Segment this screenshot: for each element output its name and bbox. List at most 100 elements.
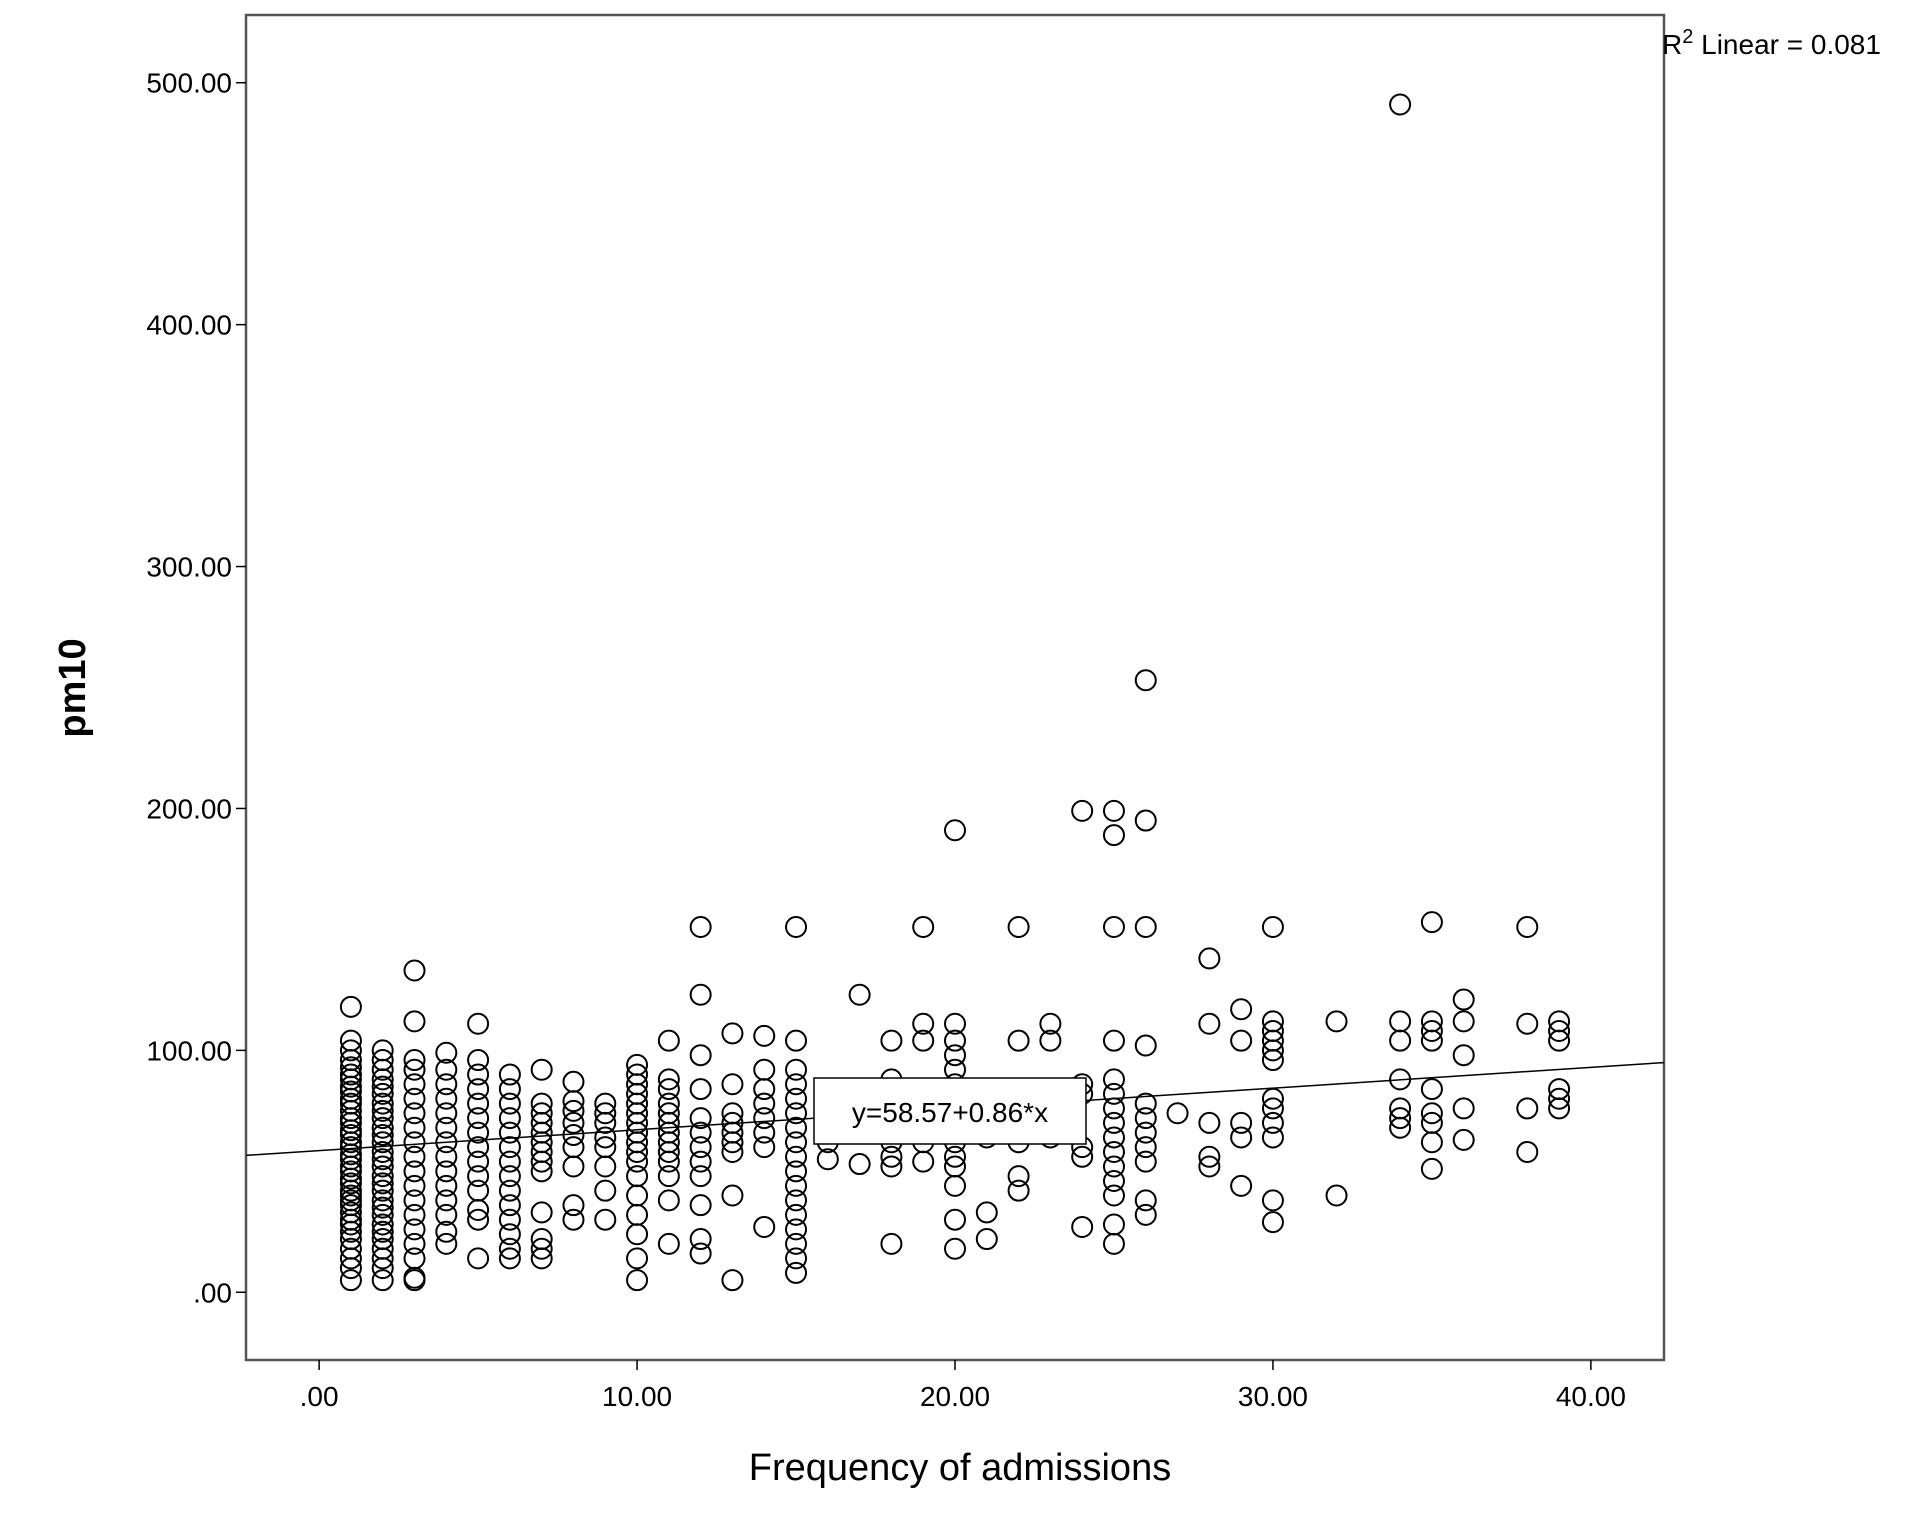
data-point [467,1179,490,1202]
data-point [339,1056,362,1079]
data-point [1452,1010,1475,1033]
data-point [1166,1102,1189,1125]
data-point [371,1203,394,1226]
data-point [1516,1097,1539,1120]
data-point [1389,1097,1412,1120]
data-point [1548,1087,1571,1110]
data-point [467,1078,490,1101]
x-axis: .00 10.00 20.00 30.00 40.00 [300,1360,1626,1412]
data-point [1516,1012,1539,1035]
data-point [371,1075,394,1098]
data-point [1134,1121,1157,1144]
data-point [1548,1010,1571,1033]
data-point [1134,1107,1157,1130]
data-point [626,1247,649,1270]
data-point [435,1087,458,1110]
data-point [626,1063,649,1086]
data-point [498,1078,521,1101]
x-axis-title: Frequency of admissions [749,1447,1171,1489]
data-point [467,1092,490,1115]
data-point [435,1189,458,1212]
data-point [467,1136,490,1159]
data-point [467,1208,490,1231]
data-point [785,1203,808,1226]
data-point [785,1029,808,1052]
data-point [1134,1136,1157,1159]
data-point [1420,911,1443,934]
data-point [1261,1211,1284,1234]
data-point [435,1160,458,1183]
data-point [1420,1102,1443,1125]
data-point [562,1070,585,1093]
data-point [435,1116,458,1139]
data-point [753,1215,776,1238]
data-point [1102,1213,1125,1236]
data-point [339,1237,362,1260]
data-point [371,1196,394,1219]
data-point [912,1029,935,1052]
data-point [403,1073,426,1096]
data-point [753,1136,776,1159]
data-point [689,1150,712,1173]
data-point [785,1261,808,1284]
data-point [657,1102,680,1125]
data-point [371,1213,394,1236]
data-point [371,1228,394,1251]
data-point [371,1269,394,1292]
data-point [498,1247,521,1270]
data-point [1548,1020,1571,1043]
data-point [467,1150,490,1173]
data-point [371,1124,394,1147]
data-point [403,1218,426,1241]
data-point [594,1208,617,1231]
data-point [880,1232,903,1255]
data-point [594,1102,617,1125]
data-point [371,1140,394,1163]
data-point [339,1080,362,1103]
data-point [975,1201,998,1224]
data-point [594,1126,617,1149]
data-point [1261,1126,1284,1149]
data-point [785,1102,808,1125]
data-point [339,1269,362,1292]
data-point [689,1228,712,1251]
data-point [785,1087,808,1110]
data-point [689,1044,712,1067]
data-point [467,1165,490,1188]
data-point [689,1107,712,1130]
data-point [403,959,426,982]
data-point [562,1136,585,1159]
data-point [371,1148,394,1171]
data-point [435,1220,458,1243]
data-point [339,1194,362,1217]
data-point [785,1160,808,1183]
data-point [1325,1010,1348,1033]
data-point [1102,1169,1125,1192]
data-point [721,1269,744,1292]
data-point [1102,1082,1125,1105]
data-point [785,1232,808,1255]
data-point [944,1012,966,1035]
data-point [1198,1012,1221,1035]
data-point [562,1208,585,1231]
data-point [785,1247,808,1270]
data-point [1071,799,1094,822]
data-point [657,1189,680,1212]
data-point [530,1237,553,1260]
data-point [721,1184,744,1207]
data-point [530,1201,553,1224]
data-point [339,1201,362,1224]
data-point [1420,1010,1443,1033]
data-point [753,1121,776,1144]
data-point [1134,1150,1157,1173]
data-point [1102,1155,1125,1178]
data-point [689,1136,712,1159]
data-point [371,1116,394,1139]
data-point [1230,1111,1253,1134]
data-point [530,1228,553,1251]
data-point [1389,1107,1412,1130]
data-point [1420,1111,1443,1134]
data-point [371,1131,394,1154]
data-point [1102,1068,1125,1091]
